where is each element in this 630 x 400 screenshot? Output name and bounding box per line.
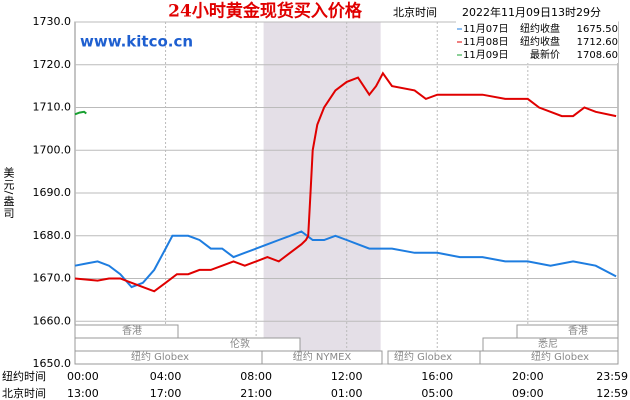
session-label: 悉尼 [538, 338, 558, 350]
x-tick-label: 04:00 [150, 370, 182, 383]
session-box [74, 337, 301, 352]
legend-name: 11月07日 [463, 23, 508, 35]
session-box [261, 350, 383, 365]
x-tick-label: 16:00 [421, 370, 453, 383]
x-tick-label: 08:00 [240, 370, 272, 383]
y-tick-label: 1730.0 [33, 15, 72, 28]
chart-title: 24小时黄金现货买入价格 [168, 1, 363, 22]
legend-status: 纽约收盘 [520, 35, 560, 48]
x-row-label: 北京时间 [2, 386, 46, 400]
price-line [74, 110, 87, 116]
y-tick-label: 1650.0 [33, 357, 72, 370]
time-zone-label: 北京时间 [393, 5, 437, 19]
y-tick-label: 1710.0 [33, 101, 72, 114]
session-label: 纽约 Globex [131, 350, 189, 363]
y-axis-label: 美元/盎司 [2, 166, 15, 219]
session-label: 香港 [122, 325, 142, 337]
y-tick-label: 1680.0 [33, 229, 72, 242]
x-tick-label-beijing: 17:00 [150, 387, 182, 400]
session-label: 香港 [568, 325, 588, 337]
x-tick-label-beijing: 13:00 [67, 387, 99, 400]
legend-close: 1675.50 [577, 24, 618, 35]
watermark: www.kitco.cn [80, 33, 193, 51]
x-tick-label: 00:00 [67, 370, 99, 383]
session-box [479, 350, 619, 365]
y-tick-label: 1670.0 [33, 272, 72, 285]
price-line [74, 71, 617, 293]
y-tick-label: 1660.0 [33, 314, 72, 327]
legend-status: 最新价 [530, 48, 560, 61]
x-tick-label-beijing: 05:00 [421, 387, 453, 400]
legend-close: 1712.60 [577, 37, 618, 48]
x-tick-label-beijing: 21:00 [240, 387, 272, 400]
session-label: 纽约 Globex [394, 350, 452, 363]
price-line [74, 230, 617, 289]
x-tick-label: 12:00 [331, 370, 363, 383]
x-tick-label: 20:00 [512, 370, 544, 383]
y-tick-label: 1700.0 [33, 143, 72, 156]
x-tick-label: 23:59 [596, 370, 628, 383]
legend-box [456, 21, 618, 63]
y-tick-label: 1690.0 [33, 186, 72, 199]
legend-name: 11月09日 [463, 49, 508, 61]
legend-close: 1708.60 [577, 50, 618, 61]
legend-name: 11月08日 [463, 36, 508, 48]
y-tick-label: 1720.0 [33, 58, 72, 71]
session-label: 纽约 Globex [531, 350, 589, 363]
legend-status: 纽约收盘 [520, 22, 560, 35]
x-tick-label-beijing: 12:59 [596, 387, 628, 400]
x-row-label: 纽约时间 [2, 369, 46, 383]
x-tick-label-beijing: 09:00 [512, 387, 544, 400]
session-label: 纽约 NYMEX [293, 350, 352, 363]
x-tick-label-beijing: 01:00 [331, 387, 363, 400]
sessions: 香港 香港 伦敦 悉尼 纽约 Globex 纽约 NYMEX 纽约 Globex… [74, 324, 619, 365]
session-label: 伦敦 [230, 337, 250, 350]
timestamp: 2022年11月09日13时29分 [462, 5, 601, 19]
